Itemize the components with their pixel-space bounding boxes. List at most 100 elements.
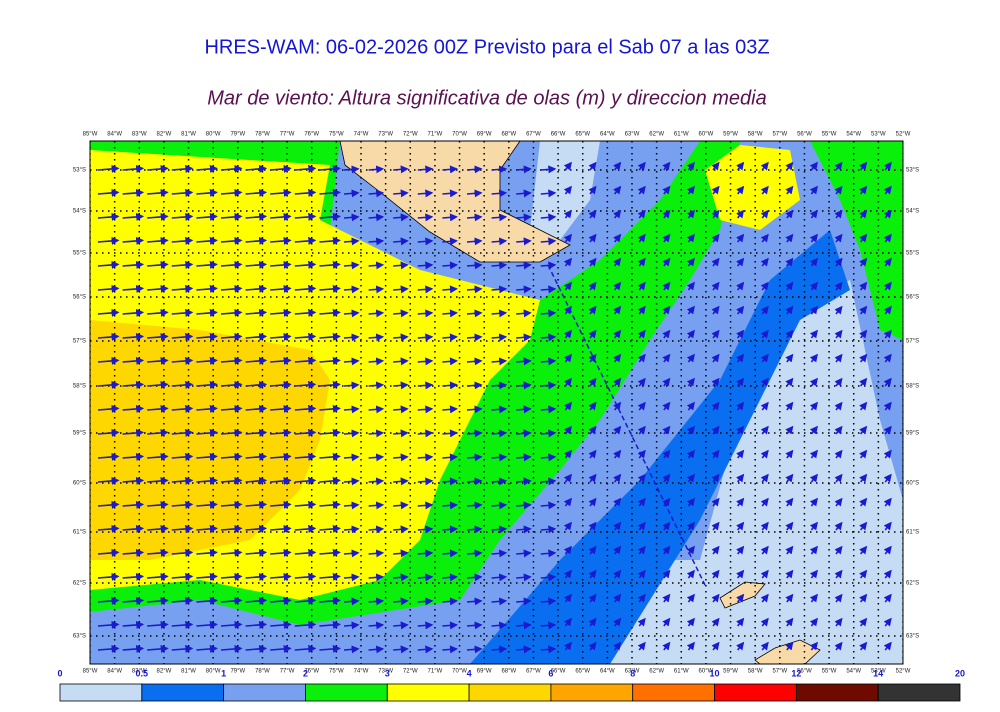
wave-arrow: [343, 165, 360, 174]
wave-arrow: [220, 260, 243, 269]
lon-label: 74°W: [354, 669, 369, 675]
wave-arrow: [834, 641, 843, 651]
wave-arrow: [637, 617, 646, 627]
wave-arrow: [343, 261, 360, 270]
lat-label: 58°S: [73, 384, 86, 390]
wave-arrow: [393, 525, 409, 534]
wave-arrow: [442, 453, 458, 462]
wave-arrow: [245, 572, 268, 581]
wave-arrow: [563, 353, 572, 363]
wave-arrow: [368, 213, 385, 222]
wave-arrow: [613, 377, 622, 387]
wave-arrow: [637, 305, 646, 315]
wave-arrow: [196, 452, 218, 461]
wave-arrow: [97, 476, 120, 485]
wave-arrow: [319, 524, 341, 533]
wave-arrow: [736, 353, 745, 363]
wave-arrow: [637, 281, 646, 291]
wave-arrow: [736, 233, 745, 243]
lon-label: 66°W: [551, 669, 566, 675]
wave-arrow: [417, 429, 434, 438]
wave-arrow: [196, 332, 218, 341]
wave-arrow: [122, 500, 145, 509]
wave-arrow: [147, 476, 169, 485]
wave-arrow: [319, 620, 341, 629]
wave-arrow: [588, 185, 597, 195]
wave-arrow: [417, 261, 434, 270]
wave-arrow: [393, 357, 409, 366]
wave-arrow: [516, 189, 532, 198]
wave-arrow: [393, 405, 409, 414]
wave-arrow: [97, 524, 120, 533]
wave-arrow: [122, 620, 145, 629]
lon-label: 83°W: [132, 132, 147, 138]
colorbar-label: 3: [385, 668, 390, 678]
wave-arrow: [883, 401, 892, 411]
wave-arrow: [245, 596, 268, 605]
lon-label: 58°W: [748, 132, 763, 138]
lon-label: 78°W: [255, 669, 270, 675]
wave-arrow: [343, 189, 360, 198]
wave-arrow: [662, 593, 671, 603]
wave-arrow: [171, 596, 194, 605]
wave-arrow: [711, 593, 720, 603]
wave-arrow: [97, 212, 120, 221]
wave-arrow: [736, 209, 745, 219]
wave-arrow: [97, 236, 120, 245]
wave-arrow: [270, 212, 292, 221]
wave-arrow: [588, 617, 597, 627]
wave-arrow: [662, 329, 671, 339]
wave-arrow: [270, 548, 292, 557]
wave-arrow: [637, 473, 646, 483]
wave-arrow: [491, 285, 508, 294]
wave-arrow: [97, 500, 120, 509]
wave-arrow: [809, 353, 818, 363]
wave-arrow: [662, 233, 671, 243]
wave-arrow: [662, 569, 671, 579]
wave-arrow: [122, 428, 145, 437]
wave-arrow: [637, 497, 646, 507]
land: [339, 141, 571, 263]
wave-arrow: [859, 329, 868, 339]
wave-arrow: [220, 548, 243, 557]
wave-arrow: [196, 404, 218, 413]
colorbar-label: 6: [548, 668, 553, 678]
wave-arrow: [883, 185, 892, 195]
lon-label: 74°W: [354, 132, 369, 138]
wave-arrow: [294, 620, 317, 629]
wave-arrow: [809, 497, 818, 507]
wave-arrow: [563, 161, 572, 171]
wave-arrow: [686, 449, 695, 459]
wave-arrow: [442, 573, 458, 582]
lon-label: 56°W: [797, 669, 812, 675]
wave-arrow: [147, 380, 169, 389]
wave-arrow: [686, 641, 695, 651]
wave-arrow: [588, 353, 597, 363]
wave-arrow: [588, 305, 597, 315]
colorbar-bin: [223, 683, 306, 702]
wave-arrow: [760, 617, 769, 627]
wave-arrow: [294, 452, 317, 461]
wave-arrow: [809, 569, 818, 579]
wave-arrow: [834, 593, 843, 603]
wave-arrow: [736, 521, 745, 531]
wave-arrow: [637, 209, 646, 219]
wave-arrow: [368, 261, 385, 270]
lon-label: 58°W: [748, 669, 763, 675]
wave-arrow: [122, 404, 145, 413]
lat-label: 57°S: [73, 339, 86, 345]
wave-arrow: [343, 501, 360, 510]
wave-arrow: [760, 449, 769, 459]
wave-arrow: [516, 597, 532, 606]
wave-arrow: [466, 525, 483, 534]
wave-arrow: [393, 237, 409, 246]
wave-arrow: [442, 429, 458, 438]
wave-arrow: [540, 621, 557, 630]
wave-arrow: [442, 333, 458, 342]
wave-arrow: [686, 209, 695, 219]
wave-arrow: [393, 573, 409, 582]
wave-arrow: [859, 473, 868, 483]
wave-arrow: [122, 596, 145, 605]
wave-arrow: [760, 377, 769, 387]
wave-arrow: [171, 236, 194, 245]
